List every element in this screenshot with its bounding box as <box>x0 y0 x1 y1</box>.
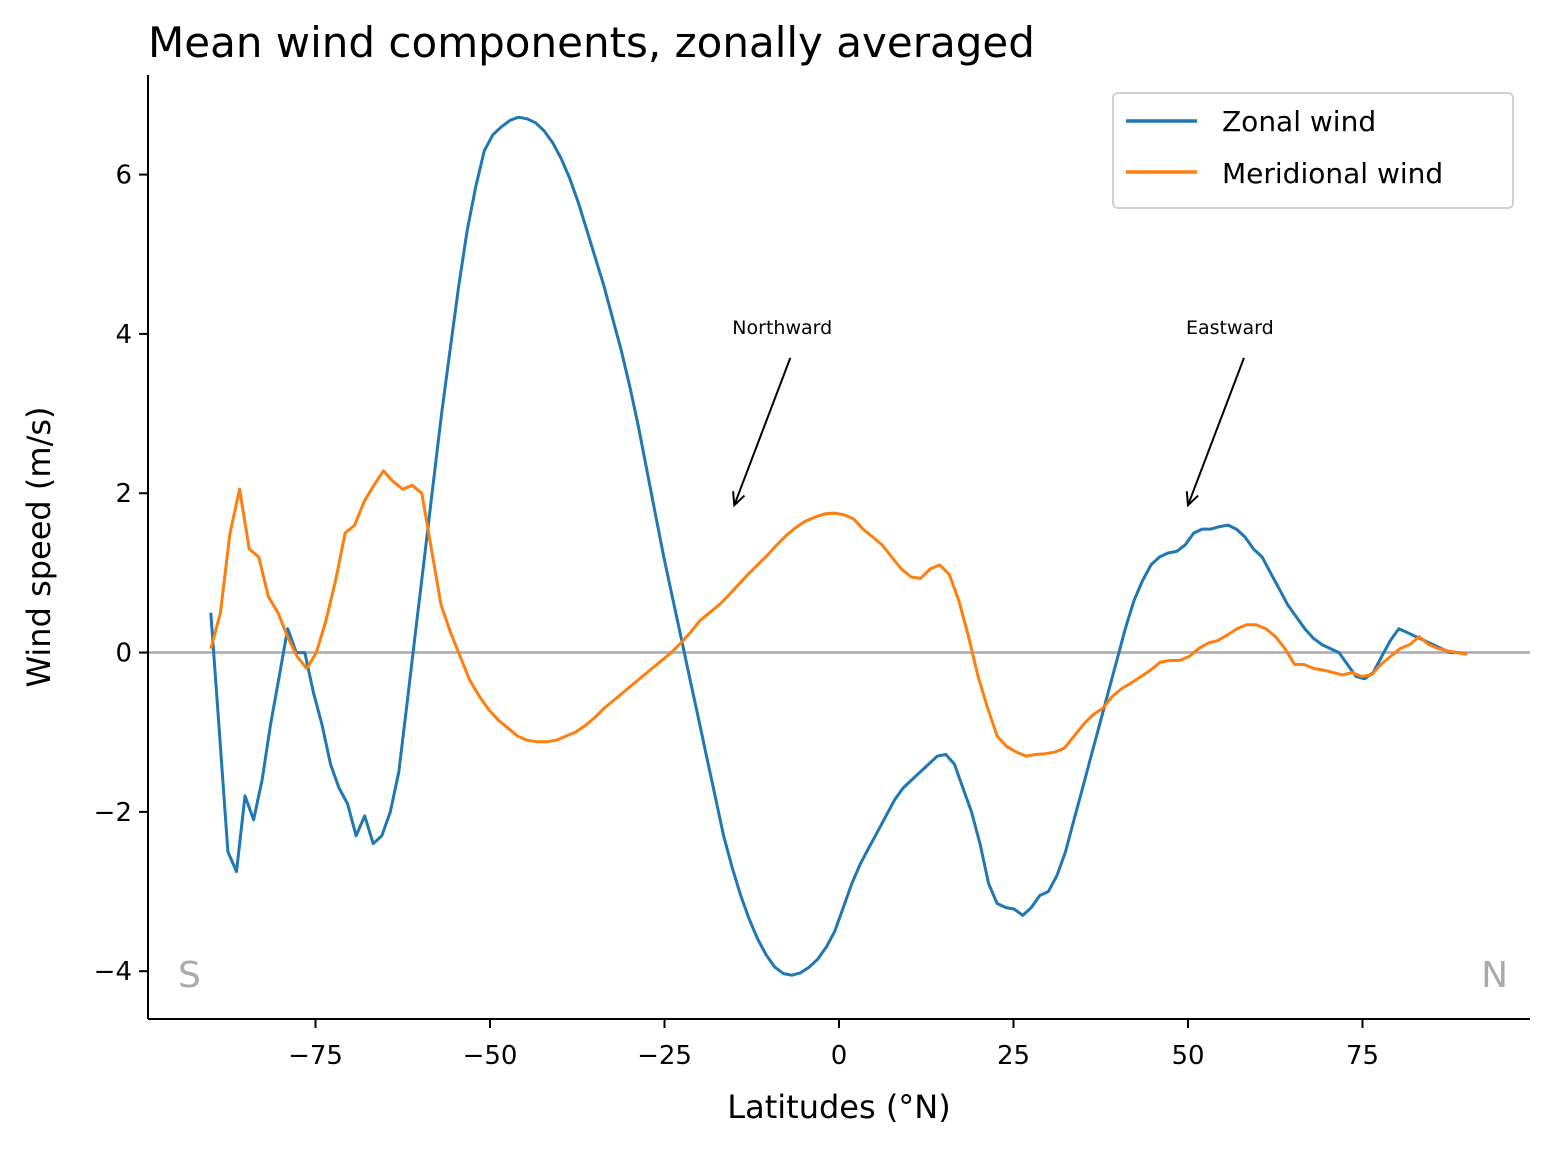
y-tick-label: −4 <box>94 957 132 987</box>
series-line-meridional-wind <box>209 469 1468 758</box>
x-tick-label: 75 <box>1346 1041 1379 1071</box>
annotation-label: Northward <box>732 317 832 339</box>
legend-label-zonal-wind: Zonal wind <box>1222 105 1376 138</box>
x-tick-label: −25 <box>637 1041 692 1071</box>
y-axis-ticks: −4 −2 0 2 4 6 <box>94 161 148 987</box>
corner-label-south: S <box>178 955 201 996</box>
annotation-arrowhead <box>1185 491 1199 508</box>
corner-label-north: N <box>1481 955 1508 996</box>
annotation-label: Eastward <box>1186 317 1274 339</box>
y-tick-label: 0 <box>115 639 132 669</box>
annotation-arrow <box>1187 357 1245 506</box>
legend: Zonal wind Meridional wind <box>1112 92 1514 209</box>
annotation-arrowhead <box>732 491 746 508</box>
x-axis-label: Latitudes (°N) <box>727 1088 950 1126</box>
series-line-zonal-wind <box>209 115 1468 977</box>
y-tick-label: −2 <box>94 798 132 828</box>
x-tick-label: 25 <box>997 1041 1030 1071</box>
legend-label-meridional-wind: Meridional wind <box>1222 157 1443 190</box>
x-tick-label: 50 <box>1171 1041 1204 1071</box>
annotation-arrow <box>733 357 792 506</box>
annotations: Northward Eastward <box>732 317 1274 508</box>
y-axis-label: Wind speed (m/s) <box>20 406 58 687</box>
x-tick-label: 0 <box>831 1041 848 1071</box>
chart-title: Mean wind components, zonally averaged <box>148 18 1035 67</box>
y-tick-label: 4 <box>115 320 132 350</box>
x-axis-ticks: −75 −50 −25 0 25 50 75 <box>288 1019 1379 1071</box>
x-tick-label: −75 <box>288 1041 343 1071</box>
series-group <box>209 115 1468 977</box>
y-tick-label: 6 <box>115 161 132 191</box>
y-tick-label: 2 <box>115 479 132 509</box>
x-tick-label: −50 <box>463 1041 518 1071</box>
legend-box <box>1112 92 1514 209</box>
